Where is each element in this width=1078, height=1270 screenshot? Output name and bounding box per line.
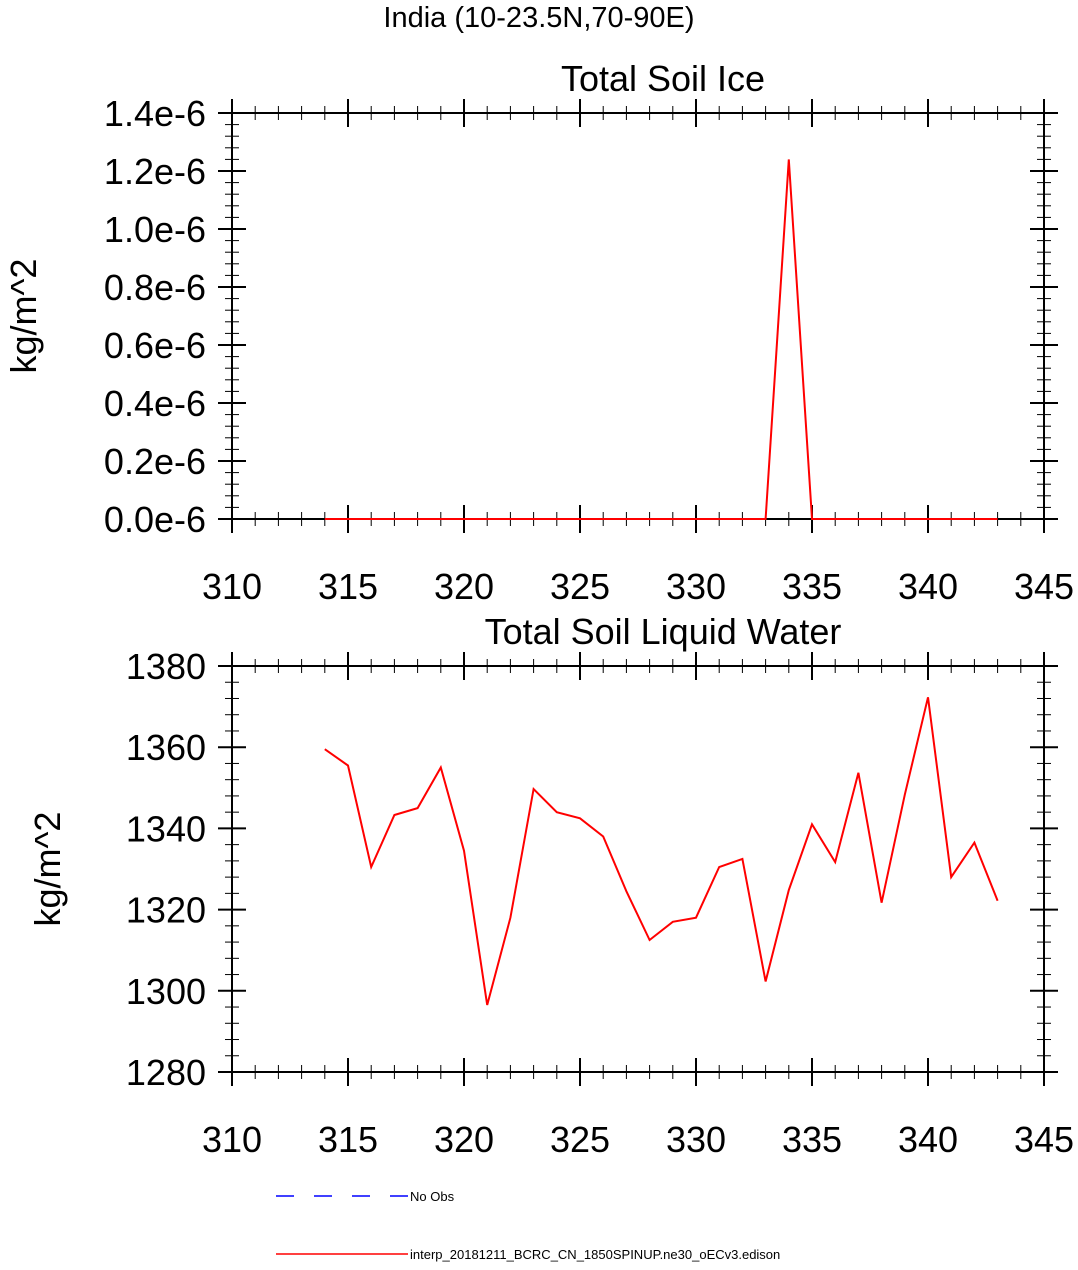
x-tick-label: 315: [318, 566, 378, 607]
x-tick-label: 310: [202, 1119, 262, 1160]
y-tick-label: 0.2e-6: [104, 441, 206, 482]
legend-label-2: interp_20181211_BCRC_CN_1850SPINUP.ne30_…: [410, 1247, 780, 1262]
y-tick-label: 0.4e-6: [104, 383, 206, 424]
x-tick-label: 335: [782, 566, 842, 607]
chart-title: Total Soil Ice: [561, 58, 765, 99]
y-tick-label: 1320: [126, 890, 206, 931]
x-tick-label: 320: [434, 566, 494, 607]
x-tick-label: 345: [1014, 566, 1074, 607]
legend: No Obs interp_20181211_BCRC_CN_1850SPINUP…: [276, 1189, 780, 1262]
legend-label-1: No Obs: [410, 1189, 455, 1204]
y-tick-label: 0.6e-6: [104, 325, 206, 366]
x-tick-label: 320: [434, 1119, 494, 1160]
x-tick-label: 315: [318, 1119, 378, 1160]
chart-title: Total Soil Liquid Water: [485, 611, 842, 652]
y-axis-label: kg/m^2: [3, 259, 44, 374]
y-axis-label: kg/m^2: [27, 812, 68, 927]
plot-frame: [231, 112, 1045, 520]
y-tick-label: 1300: [126, 971, 206, 1012]
y-tick-label: 1360: [126, 727, 206, 768]
plot-frame: [231, 665, 1045, 1073]
y-tick-label: 1.2e-6: [104, 151, 206, 192]
x-tick-label: 325: [550, 1119, 610, 1160]
y-tick-label: 1280: [126, 1052, 206, 1093]
x-tick-label: 330: [666, 566, 726, 607]
x-tick-label: 340: [898, 566, 958, 607]
x-tick-label: 345: [1014, 1119, 1074, 1160]
x-tick-label: 340: [898, 1119, 958, 1160]
panel-1: Total Soil Ice 310 315 320 325 330 335 340 345 0.…: [3, 58, 1074, 607]
y-tick-label: 1.0e-6: [104, 209, 206, 250]
series-line-1: [324, 697, 999, 1006]
x-tick-label: 335: [782, 1119, 842, 1160]
x-tick-label: 325: [550, 566, 610, 607]
y-tick-label: 0.8e-6: [104, 267, 206, 308]
x-tick-label: 310: [202, 566, 262, 607]
series-line-1: [324, 159, 998, 520]
y-tick-label: 0.0e-6: [104, 499, 206, 540]
y-tick-label: 1380: [126, 646, 206, 687]
y-tick-label: 1340: [126, 808, 206, 849]
figure-title: India (10-23.5N,70-90E): [383, 2, 695, 34]
y-tick-label: 1.4e-6: [104, 93, 206, 134]
x-tick-label: 330: [666, 1119, 726, 1160]
panel-2: Total Soil Liquid Water 310 315 320 325 330 33…: [27, 611, 1074, 1160]
